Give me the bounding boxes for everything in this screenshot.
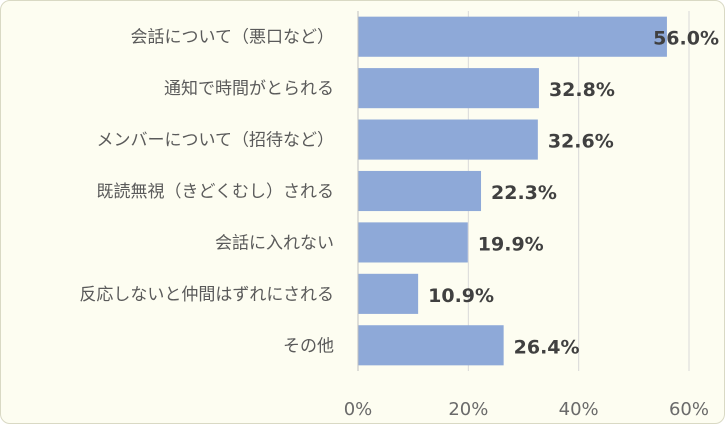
category-label: メンバーについて（招待など）	[97, 131, 335, 151]
category-label: 反応しないと仲間はずれにされる	[79, 285, 334, 305]
data-label: 56.0%	[653, 28, 719, 50]
bar	[358, 119, 538, 160]
category-label: 通知で時間がとられる	[164, 79, 334, 99]
bar	[358, 273, 419, 314]
bar	[358, 68, 539, 109]
bar	[358, 325, 504, 366]
category-label: 会話に入れない	[215, 233, 334, 253]
data-label: 10.9%	[428, 285, 494, 307]
data-label: 19.9%	[478, 233, 544, 255]
x-tick-label: 0%	[344, 399, 373, 420]
x-tick-label: 60%	[669, 399, 709, 420]
x-tick-label: 20%	[448, 399, 488, 420]
data-label: 32.8%	[549, 79, 615, 101]
category-label: 会話について（悪口など）	[131, 28, 335, 48]
bar	[358, 16, 667, 57]
x-tick-label: 40%	[559, 399, 599, 420]
data-label: 26.4%	[514, 336, 580, 358]
category-label: 既読無視（きどくむし）される	[97, 182, 335, 202]
bar	[358, 222, 468, 263]
bar	[358, 170, 482, 212]
data-label: 22.3%	[491, 182, 557, 204]
data-label: 32.6%	[548, 131, 614, 153]
category-label: その他	[283, 336, 334, 356]
